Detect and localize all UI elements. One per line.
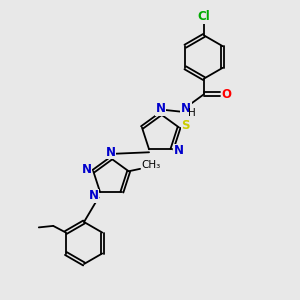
- Text: CH₃: CH₃: [142, 160, 161, 170]
- Text: Cl: Cl: [198, 10, 210, 23]
- Text: N: N: [181, 101, 191, 115]
- Text: H: H: [188, 108, 196, 118]
- Text: N: N: [105, 146, 116, 159]
- Text: N: N: [82, 163, 92, 176]
- Text: N: N: [88, 189, 98, 202]
- Text: N: N: [155, 102, 166, 115]
- Text: S: S: [182, 119, 190, 133]
- Text: N: N: [174, 144, 184, 157]
- Text: O: O: [221, 88, 231, 101]
